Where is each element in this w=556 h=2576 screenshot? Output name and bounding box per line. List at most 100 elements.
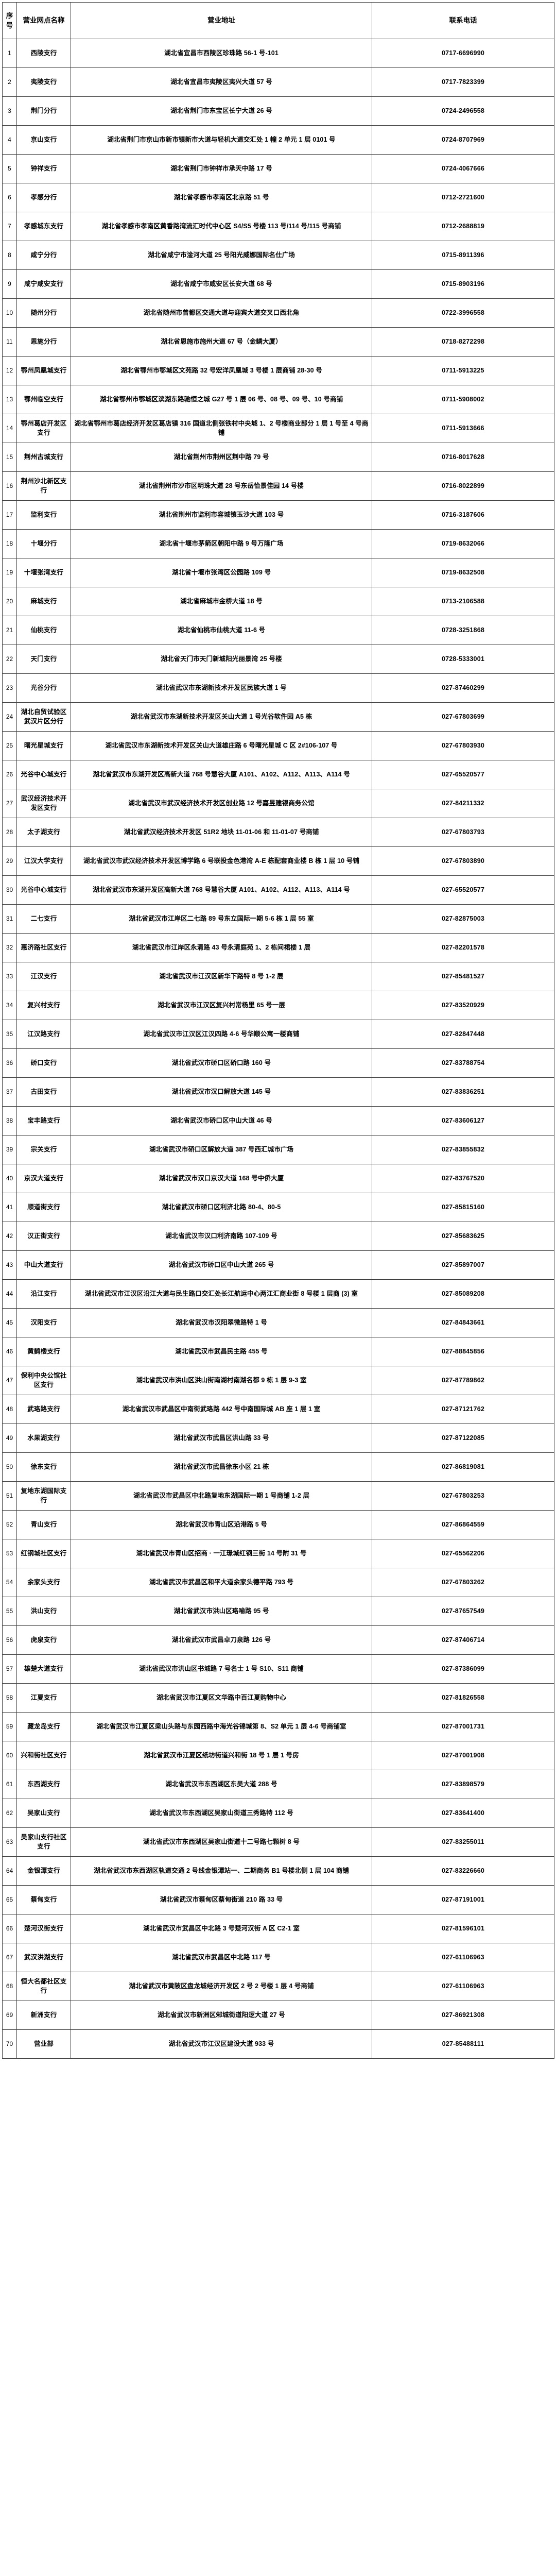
cell-phone[interactable]: 027-85089208 [372,1279,554,1309]
cell-index: 38 [2,1106,17,1136]
cell-phone[interactable]: 0724-2496558 [372,96,554,126]
cell-phone[interactable]: 0713-2106588 [372,587,554,616]
cell-phone[interactable]: 027-87789862 [372,1366,554,1395]
cell-phone[interactable]: 0711-5908002 [372,385,554,414]
cell-phone[interactable]: 0711-5913666 [372,414,554,443]
cell-phone[interactable]: 027-84843661 [372,1308,554,1337]
cell-phone[interactable]: 027-87406714 [372,1625,554,1655]
cell-address: 湖北省荆州市沙市区明珠大道 28 号东岳怡景佳园 14 号楼 [71,471,372,501]
cell-phone[interactable]: 027-67803793 [372,818,554,847]
cell-address: 湖北省武汉市江夏区梁山头路与东园西路中海光谷锦城第 8、S2 单元 1 层 4-… [71,1712,372,1741]
cell-phone[interactable]: 027-65520577 [372,760,554,789]
cell-branch-name: 太子湖支行 [16,818,71,847]
cell-phone[interactable]: 0718-8272298 [372,327,554,357]
cell-phone[interactable]: 027-81826558 [372,1683,554,1713]
cell-phone[interactable]: 027-83255011 [372,1827,554,1857]
cell-phone[interactable]: 027-67803253 [372,1481,554,1511]
cell-phone[interactable]: 027-67803890 [372,846,554,876]
cell-phone[interactable]: 0711-5913225 [372,356,554,385]
cell-phone[interactable]: 027-67803930 [372,731,554,760]
cell-phone[interactable]: 027-83788754 [372,1048,554,1078]
cell-phone[interactable]: 027-86819081 [372,1452,554,1482]
cell-phone[interactable]: 027-83898579 [372,1770,554,1799]
cell-phone[interactable]: 027-87657549 [372,1597,554,1626]
cell-branch-name: 二七支行 [16,904,71,934]
cell-phone[interactable]: 027-87460299 [372,673,554,703]
cell-phone[interactable]: 027-82847448 [372,1020,554,1049]
cell-address: 湖北省武汉市东湖新技术开发区关山大道 1 号光谷软件园 A5 栋 [71,702,372,732]
cell-index: 5 [2,154,17,183]
cell-phone[interactable]: 0717-6696990 [372,39,554,68]
cell-phone[interactable]: 0724-8707969 [372,125,554,155]
cell-phone[interactable]: 0719-8632508 [372,558,554,587]
cell-phone[interactable]: 027-61106963 [372,1972,554,2001]
cell-branch-name: 荆门分行 [16,96,71,126]
table-row: 17 监利支行 湖北省荆州市监利市容城镇玉沙大道 103 号 0716-3187606 [2,500,554,530]
cell-phone[interactable]: 027-81596101 [372,1914,554,1943]
cell-phone[interactable]: 027-83836251 [372,1077,554,1107]
cell-phone[interactable]: 0712-2688819 [372,212,554,241]
cell-phone[interactable]: 027-87122085 [372,1423,554,1453]
cell-address: 湖北省武汉市青山区沿港路 5 号 [71,1510,372,1539]
cell-phone[interactable]: 027-61106963 [372,1943,554,1972]
cell-address: 湖北省武汉市武昌区中北路复地东湖国际一期 1 号商铺 1-2 层 [71,1481,372,1511]
cell-address: 湖北省武汉市武昌卓刀泉路 126 号 [71,1625,372,1655]
cell-phone[interactable]: 027-83855832 [372,1135,554,1164]
column-header-index: 序 号 [2,2,17,39]
cell-phone[interactable]: 0724-4067666 [372,154,554,183]
cell-phone[interactable]: 027-84211332 [372,789,554,818]
cell-branch-name: 汉正街支行 [16,1222,71,1251]
table-row: 22 天门支行 湖北省天门市天门新城阳光丽景湾 25 号楼 0728-5333001 [2,645,554,674]
cell-phone[interactable]: 0716-3187606 [372,500,554,530]
cell-branch-name: 江夏支行 [16,1683,71,1713]
cell-index: 17 [2,500,17,530]
cell-phone[interactable]: 027-83767520 [372,1164,554,1193]
cell-phone[interactable]: 027-87001908 [372,1741,554,1770]
cell-phone[interactable]: 027-87191001 [372,1885,554,1914]
cell-phone[interactable]: 027-85683625 [372,1222,554,1251]
cell-phone[interactable]: 027-86864559 [372,1510,554,1539]
cell-branch-name: 麻城支行 [16,587,71,616]
cell-phone[interactable]: 0728-5333001 [372,645,554,674]
cell-phone[interactable]: 027-85897007 [372,1250,554,1280]
cell-phone[interactable]: 027-65562206 [372,1539,554,1568]
table-row: 34 复兴村支行 湖北省武汉市江汉区复兴村常杨里 65 号一层 027-8352092… [2,991,554,1020]
cell-branch-name: 沿江支行 [16,1279,71,1309]
cell-phone[interactable]: 027-83606127 [372,1106,554,1136]
cell-index: 22 [2,645,17,674]
cell-phone[interactable]: 027-87121762 [372,1395,554,1424]
cell-phone[interactable]: 027-83520929 [372,991,554,1020]
cell-phone[interactable]: 0728-3251868 [372,616,554,645]
header-row: 序 号 营业网点名称 营业地址 联系电话 [2,2,554,39]
cell-branch-name: 水果湖支行 [16,1423,71,1453]
cell-phone[interactable]: 027-85481527 [372,962,554,991]
table-row: 19 十堰张湾支行 湖北省十堰市张湾区公园路 109 号 0719-8632508 [2,558,554,587]
cell-phone[interactable]: 027-67803262 [372,1568,554,1597]
cell-address: 湖北省武汉市洪山区书城路 7 号名士 1 号 S10、S11 商铺 [71,1654,372,1684]
cell-phone[interactable]: 0716-8022899 [372,471,554,501]
cell-phone[interactable]: 0715-8903196 [372,269,554,299]
cell-phone[interactable]: 027-83226660 [372,1856,554,1886]
cell-phone[interactable]: 027-65520577 [372,875,554,905]
cell-phone[interactable]: 027-87386099 [372,1654,554,1684]
cell-phone[interactable]: 027-85488111 [372,2029,554,2059]
cell-phone[interactable]: 027-82875003 [372,904,554,934]
table-row: 37 古田支行 湖北省武汉市汉口解放大道 145 号 027-83836251 [2,1077,554,1107]
cell-phone[interactable]: 0715-8911396 [372,241,554,270]
cell-address: 湖北省武汉市武昌区中北路 117 号 [71,1943,372,1972]
cell-phone[interactable]: 027-86921308 [372,2001,554,2030]
cell-phone[interactable]: 027-82201578 [372,933,554,962]
cell-index: 49 [2,1423,17,1453]
table-row: 28 太子湖支行 湖北省武汉经济技术开发区 51R2 地块 11-01-06 和 1… [2,818,554,847]
cell-phone[interactable]: 027-88845856 [372,1337,554,1366]
cell-phone[interactable]: 0712-2721600 [372,183,554,212]
cell-phone[interactable]: 027-87001731 [372,1712,554,1741]
cell-phone[interactable]: 027-85815160 [372,1193,554,1222]
cell-phone[interactable]: 027-67803699 [372,702,554,732]
table-row: 7 孝感城东支行 湖北省孝感市孝南区黄香路湾流汇时代中心区 S4/S5 号楼 113… [2,212,554,241]
cell-phone[interactable]: 0717-7823399 [372,67,554,97]
cell-phone[interactable]: 0722-3996558 [372,298,554,328]
cell-phone[interactable]: 0719-8632066 [372,529,554,558]
cell-phone[interactable]: 0716-8017628 [372,443,554,472]
cell-phone[interactable]: 027-83641400 [372,1799,554,1828]
